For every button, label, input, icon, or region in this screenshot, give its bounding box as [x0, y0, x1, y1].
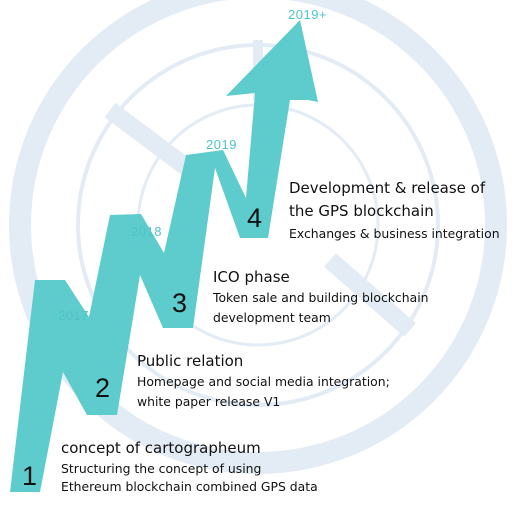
- step-desc-3-line-2: development team: [213, 310, 331, 325]
- step-desc-1-line-2: Ethereum blockchain combined GPS data: [61, 479, 318, 494]
- step-title-3: ICO phase: [213, 268, 290, 286]
- step-title-1: concept of cartographeum: [61, 439, 261, 457]
- step-title-2: Public relation: [137, 352, 244, 370]
- step-title-4-line-2: the GPS blockchain: [289, 202, 434, 220]
- step-desc-3-line-1: Token sale and building blockchain: [213, 290, 429, 305]
- step-number-3: 3: [172, 288, 188, 318]
- step-desc-2-line-2: white paper release V1: [137, 394, 281, 409]
- arrow-shape: [10, 20, 318, 492]
- step-desc-4-line-1: Exchanges & business integration: [289, 226, 500, 241]
- step-number-1: 1: [22, 461, 38, 491]
- step-desc-1-line-1: Structuring the concept of using: [61, 461, 262, 476]
- year-label-2019-plus: 2019+: [288, 7, 328, 22]
- year-label-2019: 2019: [206, 137, 237, 152]
- step-title-4-line-1: Development & release of: [289, 179, 486, 197]
- year-label-2017: 2017: [58, 308, 89, 323]
- step-number-4: 4: [247, 203, 263, 233]
- step-desc-2-line-1: Homepage and social media integration;: [137, 374, 390, 389]
- step-number-2: 2: [95, 373, 111, 403]
- year-label-2018: 2018: [131, 224, 162, 239]
